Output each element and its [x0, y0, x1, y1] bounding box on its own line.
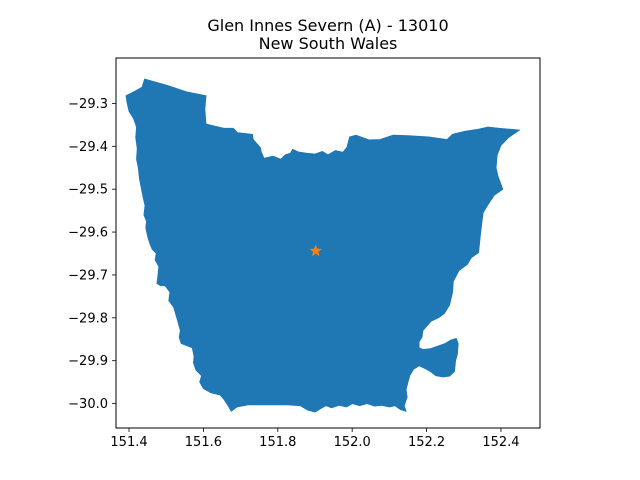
- lga-boundary-region: [125, 78, 521, 413]
- y-tick-label: −29.7: [68, 268, 108, 283]
- chart-title-line-1: Glen Innes Severn (A) - 13010: [207, 16, 448, 35]
- x-tick-label: 151.6: [185, 435, 222, 450]
- x-tick-label: 152.2: [408, 435, 445, 450]
- y-tick-label: −29.9: [68, 354, 108, 369]
- y-tick-label: −29.8: [68, 311, 108, 326]
- y-tick-label: −30.0: [68, 397, 108, 412]
- y-tick-label: −29.4: [68, 140, 108, 155]
- chart-title-line-2: New South Wales: [259, 34, 398, 53]
- centroid-star-icon: [309, 244, 322, 257]
- y-tick-label: −29.5: [68, 183, 108, 198]
- x-tick-label: 152.4: [482, 435, 519, 450]
- y-tick-label: −29.3: [68, 97, 108, 112]
- axes-frame: [115, 57, 541, 429]
- x-tick-label: 151.4: [110, 435, 147, 450]
- x-tick-label: 152.0: [334, 435, 371, 450]
- plot-area: [125, 78, 521, 413]
- y-axis: −29.3 −29.4 −29.5 −29.6 −29.7 −29.8 −29.9 −30.0: [68, 97, 116, 412]
- x-tick-label: 151.8: [259, 435, 296, 450]
- x-axis: 151.4 151.6 151.8 152.0 152.2 152.4: [110, 428, 520, 450]
- y-tick-label: −29.6: [68, 226, 108, 241]
